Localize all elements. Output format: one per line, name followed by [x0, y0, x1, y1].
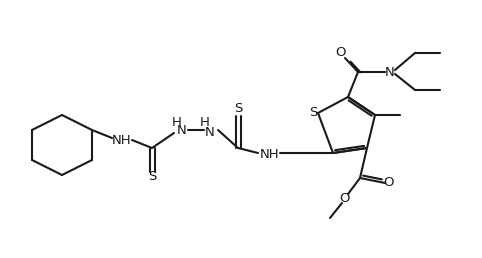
- Text: N: N: [177, 124, 187, 136]
- Text: H: H: [200, 116, 210, 128]
- Text: O: O: [340, 191, 350, 205]
- Text: NH: NH: [112, 133, 132, 147]
- Text: H: H: [172, 116, 182, 128]
- Text: S: S: [148, 170, 156, 182]
- Text: S: S: [234, 101, 242, 115]
- Text: N: N: [385, 66, 395, 78]
- Text: S: S: [309, 107, 317, 119]
- Text: O: O: [383, 176, 393, 189]
- Text: NH: NH: [260, 149, 280, 162]
- Text: N: N: [205, 126, 215, 140]
- Text: O: O: [336, 46, 346, 60]
